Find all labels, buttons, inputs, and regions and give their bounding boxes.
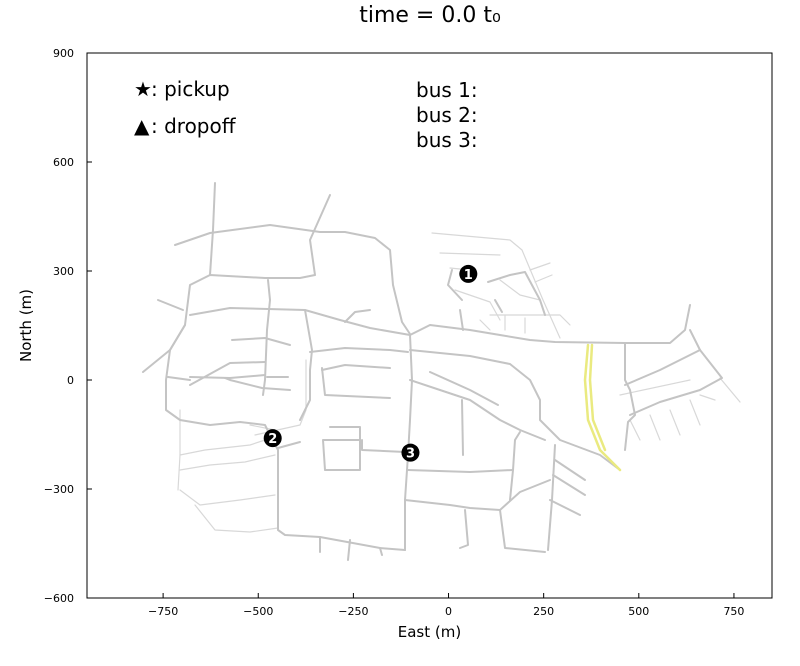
- legend-pickup-label: : pickup: [151, 77, 230, 101]
- y-tick-label: 0: [67, 374, 74, 387]
- y-tick-label: 600: [53, 156, 74, 169]
- x-axis-label: East (m): [398, 623, 461, 641]
- x-tick-label: −750: [148, 605, 178, 618]
- y-tick-label: −300: [44, 483, 74, 496]
- bus-2-status: bus 2:: [416, 103, 478, 127]
- x-tick-label: 0: [445, 605, 452, 618]
- y-axis-label: North (m): [17, 289, 35, 362]
- road-network: [142, 182, 741, 561]
- bus-marker-1: 1: [459, 264, 478, 283]
- legend-pickup-symbol: ★: [134, 77, 152, 101]
- bus-marker-number: 1: [464, 268, 473, 283]
- bus-markers: 1 2 3: [263, 264, 478, 462]
- x-tick-label: −250: [338, 605, 368, 618]
- bus-marker-dot: [459, 264, 478, 283]
- legend-dropoff-symbol: ▲: [134, 114, 150, 138]
- x-tick-label: 250: [533, 605, 554, 618]
- x-tick-label: 750: [723, 605, 744, 618]
- axes: −750 −500 −250 0 250 500 750 −600 −300 0 300 600 900…: [17, 47, 773, 641]
- bus-marker-number: 3: [406, 447, 415, 462]
- bus-status-panel: bus 1: bus 2: bus 3:: [416, 78, 478, 152]
- x-tick-label: −500: [243, 605, 273, 618]
- chart-title: time = 0.0 t₀: [359, 3, 501, 28]
- y-tick-label: −600: [44, 592, 74, 605]
- legend: ★ : pickup ▲ : dropoff: [134, 77, 237, 138]
- y-tick-label: 300: [53, 265, 74, 278]
- y-tick-label: 900: [53, 47, 74, 60]
- plot-frame: [86, 52, 773, 599]
- bus-marker-3: 3: [401, 443, 420, 462]
- bus-marker-number: 2: [268, 432, 277, 447]
- bus-marker-2: 2: [263, 429, 282, 448]
- x-tick-label: 500: [628, 605, 649, 618]
- bus-3-status: bus 3:: [416, 128, 478, 152]
- bus-marker-dot: [401, 443, 420, 462]
- bus-1-status: bus 1:: [416, 78, 478, 102]
- legend-dropoff-label: : dropoff: [151, 114, 237, 138]
- bus-marker-dot: [263, 429, 282, 448]
